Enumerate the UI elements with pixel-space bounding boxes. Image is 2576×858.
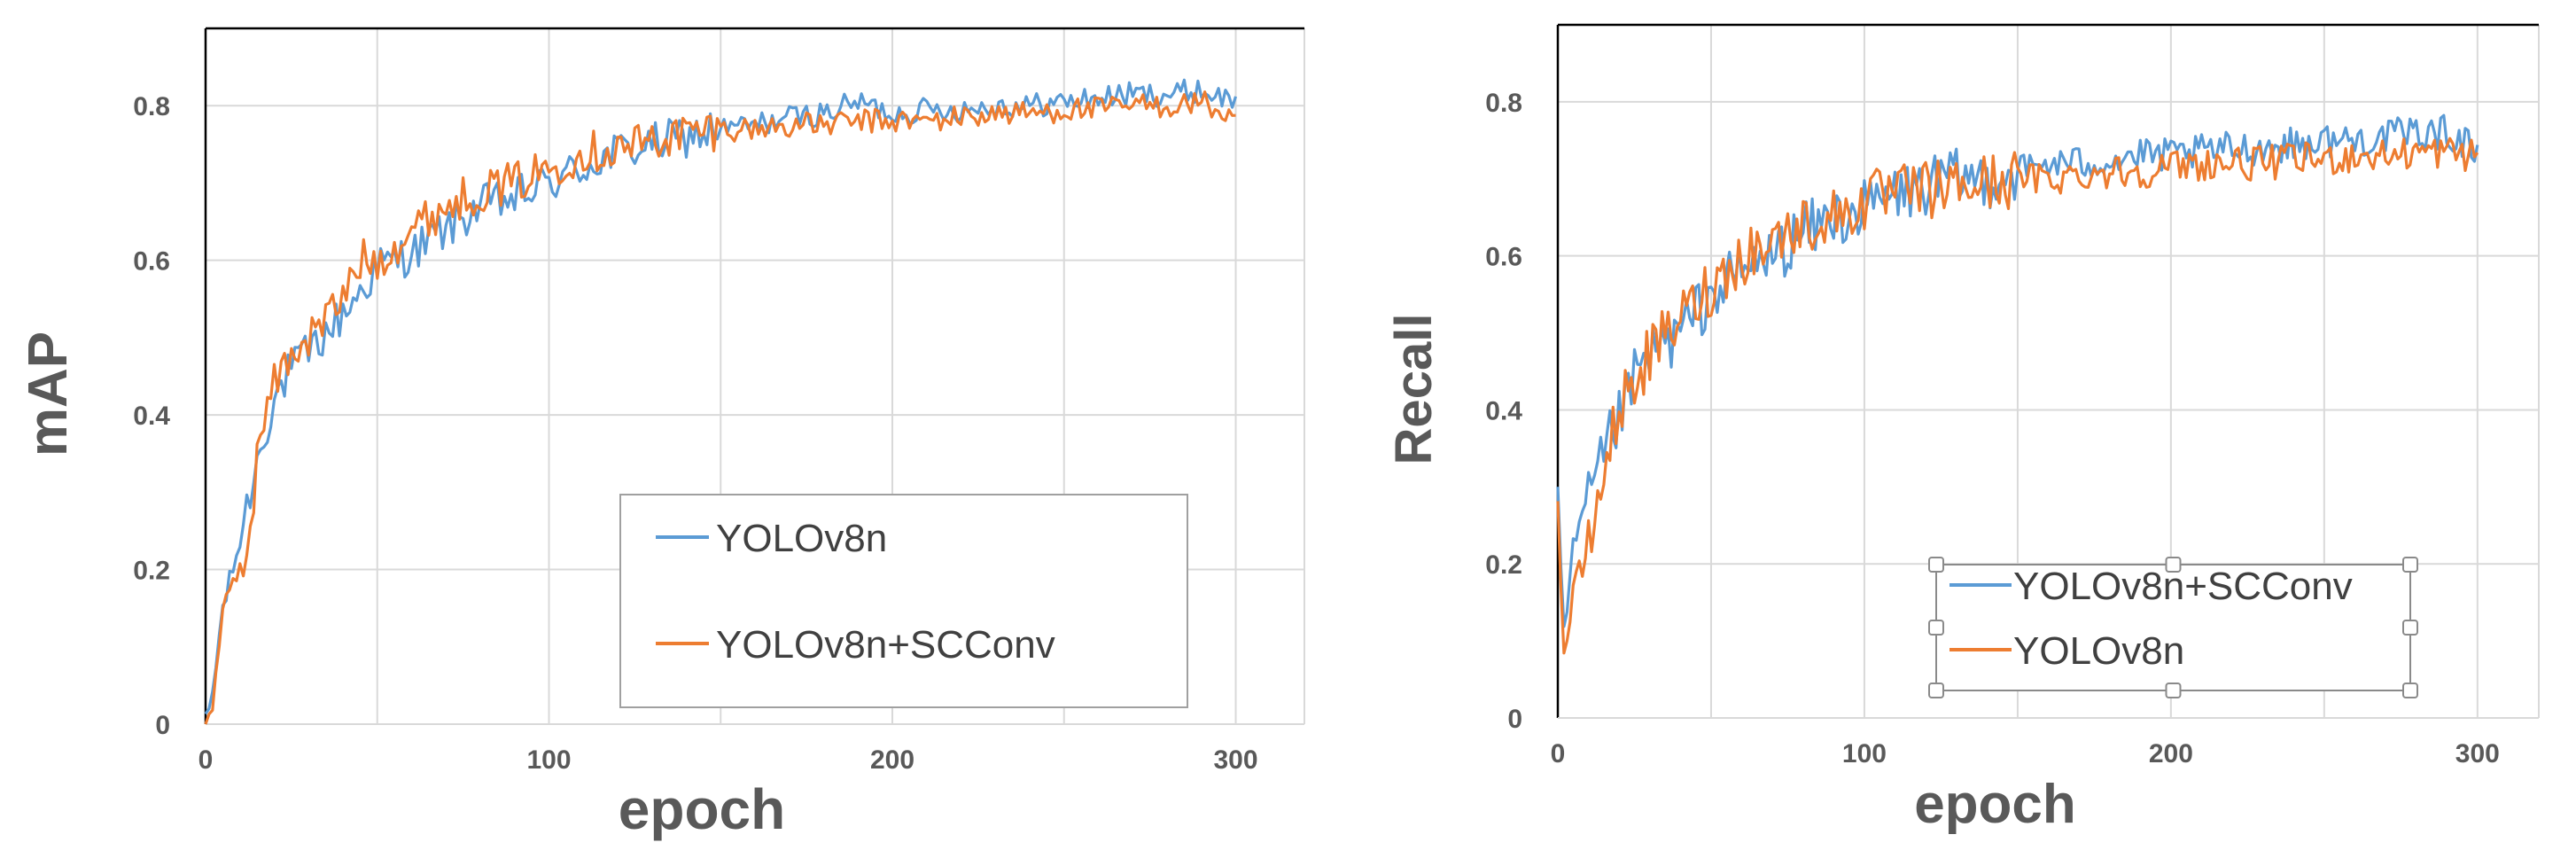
y-tick-label: 0 — [1507, 705, 1522, 734]
y-tick-label: 0.6 — [1485, 243, 1522, 272]
x-axis-title: epoch — [1914, 774, 2076, 835]
resize-handle[interactable] — [2402, 557, 2418, 573]
resize-handle[interactable] — [1928, 620, 1944, 636]
legend-box — [619, 494, 1188, 708]
legend: YOLOv8n+SCConv YOLOv8n — [1928, 557, 2418, 698]
y-tick-label: 0.2 — [133, 557, 170, 586]
series-line-2 — [204, 90, 1236, 725]
resize-handle[interactable] — [1928, 682, 1944, 698]
x-tick-label: 300 — [1213, 745, 1257, 775]
resize-handle[interactable] — [2402, 682, 2418, 698]
y-tick-label: 0.2 — [1485, 550, 1522, 580]
x-tick-label: 0 — [198, 745, 214, 775]
series-line-2 — [1556, 136, 2479, 655]
x-axis-title: epoch — [619, 777, 785, 841]
x-tick-label: 300 — [2455, 739, 2500, 768]
chart-1: 0 100 200 30000.20.40.60.8epochmAPYOLOv8nYO… — [18, 27, 1305, 841]
legend-entry: YOLOv8n+SCConv — [716, 623, 1055, 667]
x-tick-label: 0 — [1551, 739, 1566, 768]
legend: YOLOv8n YOLOv8n+SCConv — [619, 494, 1188, 708]
legend-entry: YOLOv8n — [716, 517, 887, 560]
resize-handle[interactable] — [2402, 620, 2418, 636]
y-tick-label: 0.4 — [1485, 396, 1522, 425]
resize-handle[interactable] — [2165, 682, 2182, 698]
x-tick-label: 100 — [1842, 739, 1887, 768]
y-tick-label: 0.8 — [133, 92, 170, 121]
legend-entry: YOLOv8n — [2013, 629, 2184, 673]
chart-2: 0 100 200 300 0 0.2 0.4 0.6 0.8 epoch Recall YOLOv8… — [1385, 23, 2540, 835]
y-tick-label: 0.4 — [133, 402, 170, 431]
x-tick-label: 200 — [2149, 739, 2193, 768]
y-tick-label: 0.6 — [133, 247, 170, 277]
y-axis-title: mAP — [18, 332, 79, 456]
y-axis-title: Recall — [1385, 314, 1443, 465]
x-tick-label: 100 — [526, 745, 571, 775]
legend-entry: YOLOv8n+SCConv — [2013, 565, 2353, 608]
resize-handle[interactable] — [1928, 557, 1944, 573]
series-line-1 — [1556, 113, 2479, 628]
y-tick-label: 0.8 — [1485, 89, 1522, 118]
x-tick-label: 200 — [870, 745, 914, 775]
resize-handle[interactable] — [2165, 557, 2182, 573]
y-tick-label: 0 — [155, 711, 170, 740]
